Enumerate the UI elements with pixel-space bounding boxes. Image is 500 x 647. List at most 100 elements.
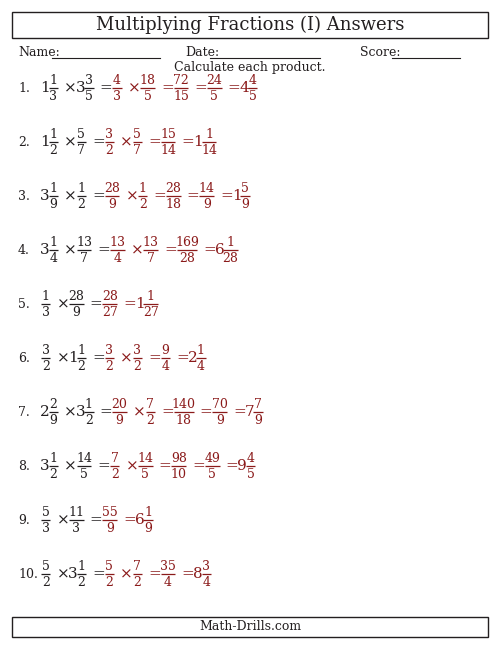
Text: 2: 2 bbox=[188, 351, 198, 365]
Text: 1: 1 bbox=[50, 182, 58, 195]
Text: =: = bbox=[100, 405, 112, 419]
Text: 2: 2 bbox=[106, 144, 113, 157]
Text: 13: 13 bbox=[76, 236, 92, 248]
Text: 1.: 1. bbox=[18, 82, 30, 94]
Text: =: = bbox=[182, 135, 194, 149]
Text: 3: 3 bbox=[106, 344, 114, 356]
Text: 5: 5 bbox=[78, 127, 85, 140]
Text: 2: 2 bbox=[78, 197, 85, 210]
Text: 13: 13 bbox=[143, 236, 159, 248]
Text: 1: 1 bbox=[138, 182, 146, 195]
Text: ×: × bbox=[120, 567, 133, 581]
Text: 13: 13 bbox=[110, 236, 126, 248]
Text: 1: 1 bbox=[78, 344, 86, 356]
Text: =: = bbox=[159, 459, 172, 473]
Text: 18: 18 bbox=[140, 74, 156, 87]
Text: 5: 5 bbox=[80, 468, 88, 481]
Text: 18: 18 bbox=[176, 413, 192, 426]
Text: =: = bbox=[187, 189, 200, 203]
Text: 1: 1 bbox=[40, 135, 50, 149]
Text: =: = bbox=[228, 81, 240, 95]
Text: 5: 5 bbox=[85, 89, 93, 102]
Text: 2: 2 bbox=[106, 360, 113, 373]
Text: ×: × bbox=[56, 567, 69, 581]
Bar bbox=[12, 12, 488, 38]
Text: 1: 1 bbox=[232, 189, 241, 203]
Text: 28: 28 bbox=[102, 289, 118, 303]
Text: 9.: 9. bbox=[18, 514, 30, 527]
Text: 2: 2 bbox=[78, 575, 85, 589]
Text: 14: 14 bbox=[201, 144, 217, 157]
Text: 28: 28 bbox=[68, 289, 84, 303]
Text: =: = bbox=[90, 513, 102, 527]
Text: ×: × bbox=[64, 459, 77, 473]
Text: 3: 3 bbox=[42, 305, 50, 318]
Text: =: = bbox=[148, 351, 160, 365]
Text: 1: 1 bbox=[144, 505, 152, 518]
Text: =: = bbox=[194, 81, 207, 95]
Text: 18: 18 bbox=[166, 197, 182, 210]
Text: ×: × bbox=[56, 297, 69, 311]
Text: =: = bbox=[200, 405, 212, 419]
Text: 1: 1 bbox=[226, 236, 234, 248]
Text: 7.: 7. bbox=[18, 406, 30, 419]
Text: 7: 7 bbox=[134, 560, 141, 573]
Bar bbox=[12, 617, 488, 637]
Text: 3: 3 bbox=[40, 189, 50, 203]
Text: Date:: Date: bbox=[185, 45, 219, 58]
Text: 9: 9 bbox=[108, 197, 116, 210]
Text: 4: 4 bbox=[114, 252, 122, 265]
Text: 5: 5 bbox=[142, 468, 150, 481]
Text: 9: 9 bbox=[106, 521, 114, 534]
Text: 2: 2 bbox=[50, 397, 57, 410]
Text: 3: 3 bbox=[134, 344, 141, 356]
Text: 10: 10 bbox=[171, 468, 187, 481]
Text: 35: 35 bbox=[160, 560, 176, 573]
Text: 1: 1 bbox=[205, 127, 213, 140]
Text: 2: 2 bbox=[78, 360, 85, 373]
Text: 7: 7 bbox=[78, 144, 85, 157]
Text: Name:: Name: bbox=[18, 45, 60, 58]
Text: 3.: 3. bbox=[18, 190, 30, 203]
Text: 3: 3 bbox=[50, 89, 58, 102]
Text: 1: 1 bbox=[50, 127, 58, 140]
Text: 14: 14 bbox=[138, 452, 154, 465]
Text: 14: 14 bbox=[160, 144, 176, 157]
Text: 6: 6 bbox=[214, 243, 224, 257]
Text: 4: 4 bbox=[246, 452, 254, 465]
Text: ×: × bbox=[133, 405, 146, 419]
Text: 2: 2 bbox=[50, 468, 57, 481]
Text: =: = bbox=[148, 135, 160, 149]
Text: 4: 4 bbox=[202, 575, 210, 589]
Text: =: = bbox=[220, 189, 233, 203]
Text: 9: 9 bbox=[237, 459, 247, 473]
Text: =: = bbox=[92, 189, 105, 203]
Text: ×: × bbox=[126, 189, 138, 203]
Text: 24: 24 bbox=[206, 74, 222, 87]
Text: 9: 9 bbox=[50, 197, 57, 210]
Text: =: = bbox=[192, 459, 205, 473]
Text: =: = bbox=[92, 135, 105, 149]
Text: =: = bbox=[98, 459, 110, 473]
Text: 4.: 4. bbox=[18, 243, 30, 256]
Text: 15: 15 bbox=[173, 89, 189, 102]
Text: 5: 5 bbox=[210, 89, 218, 102]
Text: 3: 3 bbox=[76, 81, 85, 95]
Text: 27: 27 bbox=[143, 305, 158, 318]
Text: 10.: 10. bbox=[18, 567, 38, 580]
Text: 55: 55 bbox=[102, 505, 118, 518]
Text: =: = bbox=[176, 351, 188, 365]
Text: 3: 3 bbox=[113, 89, 121, 102]
Text: 4: 4 bbox=[240, 81, 249, 95]
Text: 28: 28 bbox=[179, 252, 195, 265]
Text: 2: 2 bbox=[42, 360, 50, 373]
Text: 1: 1 bbox=[50, 74, 58, 87]
Text: =: = bbox=[100, 81, 112, 95]
Text: 7: 7 bbox=[146, 397, 154, 410]
Text: 2: 2 bbox=[85, 413, 93, 426]
Text: ×: × bbox=[120, 351, 133, 365]
Text: 3: 3 bbox=[40, 459, 50, 473]
Text: 2: 2 bbox=[42, 575, 50, 589]
Text: 7: 7 bbox=[254, 397, 262, 410]
Text: 4: 4 bbox=[113, 74, 121, 87]
